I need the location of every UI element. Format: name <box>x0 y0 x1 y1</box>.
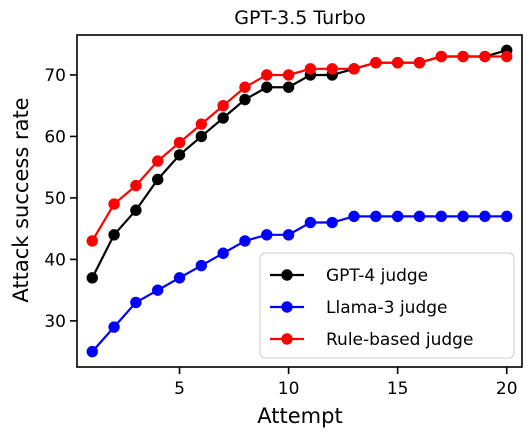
legend-label: Rule-based judge <box>326 330 473 350</box>
data-point <box>501 210 513 223</box>
data-point <box>457 210 469 223</box>
data-point <box>501 50 513 63</box>
y-tick-label: 70 <box>44 66 66 86</box>
legend-label: Llama-3 judge <box>326 298 447 318</box>
data-point <box>239 93 251 106</box>
data-point <box>130 296 142 309</box>
legend-label: GPT-4 judge <box>326 266 428 286</box>
data-point <box>195 130 208 143</box>
y-tick-label: 60 <box>44 127 66 147</box>
data-point <box>173 136 186 149</box>
data-point <box>173 272 186 284</box>
data-point <box>239 235 251 247</box>
data-point <box>261 69 273 81</box>
data-point <box>108 229 120 241</box>
data-point <box>152 173 164 186</box>
data-point <box>261 81 273 93</box>
data-point <box>195 118 208 130</box>
data-point <box>457 50 469 63</box>
data-point <box>195 259 208 272</box>
data-point <box>282 229 295 241</box>
data-point <box>304 63 317 75</box>
legend-box <box>259 252 515 359</box>
y-tick-label: 50 <box>44 189 66 209</box>
data-point <box>413 210 426 223</box>
plot-frame <box>76 34 523 368</box>
plot-area <box>76 34 523 368</box>
data-point <box>348 63 360 75</box>
x-axis-label: Attempt <box>257 404 342 428</box>
data-point <box>370 56 382 69</box>
x-tick-label: 5 <box>174 379 185 399</box>
y-axis-label: Attack success rate <box>9 97 33 302</box>
series-1 <box>86 44 513 284</box>
data-point <box>217 247 229 259</box>
data-point <box>108 198 120 210</box>
data-point <box>217 112 229 124</box>
data-point <box>282 69 295 81</box>
data-point <box>108 321 120 333</box>
series-2 <box>86 210 513 358</box>
data-point <box>130 204 142 216</box>
data-point <box>173 149 186 161</box>
data-point <box>479 210 491 223</box>
data-point <box>86 235 98 247</box>
data-point <box>239 81 251 93</box>
data-point <box>130 179 142 192</box>
chart-title: GPT-3.5 Turbo <box>234 7 365 29</box>
data-point <box>413 56 426 69</box>
data-point <box>370 210 382 223</box>
legend-swatch-marker <box>281 301 293 313</box>
data-point <box>86 345 98 358</box>
legend-item-2: Llama-3 judge <box>270 298 447 318</box>
legend-item-1: GPT-4 judge <box>270 266 428 286</box>
data-point <box>326 63 338 75</box>
legend-item-3: Rule-based judge <box>270 330 473 350</box>
data-point <box>479 50 491 63</box>
legend-swatch-marker <box>281 333 293 345</box>
data-point <box>326 216 338 229</box>
series-3 <box>86 50 513 247</box>
data-point <box>391 56 404 69</box>
data-point <box>282 81 295 93</box>
y-axis: 30 40 50 60 70 <box>44 66 77 332</box>
data-point <box>435 50 447 63</box>
data-point <box>304 216 317 229</box>
y-tick-label: 40 <box>44 250 66 270</box>
data-point <box>86 272 98 284</box>
x-axis: 5 10 15 20 <box>174 367 518 399</box>
data-point <box>217 100 229 112</box>
data-point <box>152 155 164 167</box>
series-layer <box>86 44 513 358</box>
data-point <box>435 210 447 223</box>
legend: GPT-4 judge Llama-3 judge Rule-based judge <box>259 252 515 359</box>
data-point <box>261 229 273 241</box>
data-point <box>391 210 404 223</box>
data-point <box>348 210 360 223</box>
y-tick-label: 30 <box>44 312 66 332</box>
data-point <box>152 284 164 296</box>
x-tick-label: 10 <box>278 379 300 399</box>
x-tick-label: 15 <box>387 379 409 399</box>
x-tick-label: 20 <box>496 379 518 399</box>
legend-swatch-marker <box>281 269 293 281</box>
